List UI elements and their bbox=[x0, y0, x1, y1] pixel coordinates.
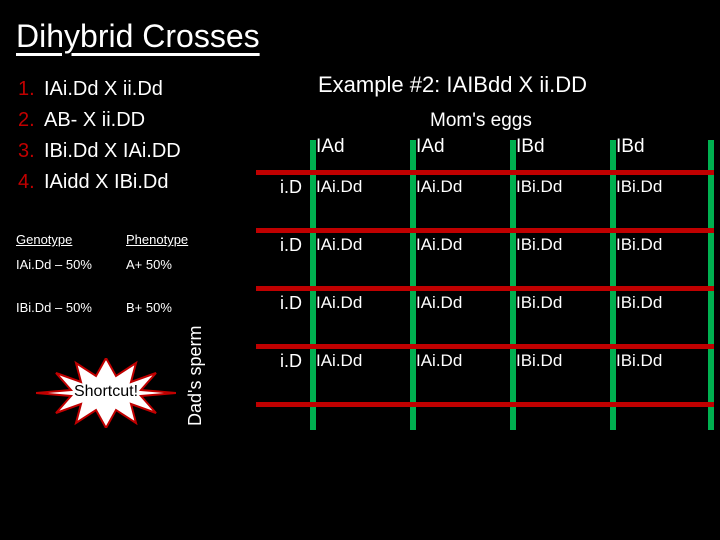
example-label: Example #2: IAIBdd X ii.DD bbox=[318, 72, 587, 98]
grid-vline bbox=[310, 140, 316, 430]
col-head-4: IBd bbox=[610, 136, 710, 158]
list-item-3: IBi.Dd X IAi.DD bbox=[44, 136, 181, 167]
geno-row-2-2: B+ 50% bbox=[126, 300, 206, 315]
cell-2-4: IBi.Dd bbox=[610, 235, 710, 255]
grid-hline bbox=[256, 402, 714, 407]
list-item-1: IAi.Dd X ii.Dd bbox=[44, 74, 163, 105]
cell-3-4: IBi.Dd bbox=[610, 293, 710, 313]
cell-3-2: IAi.Dd bbox=[410, 293, 510, 313]
geno-header-1: Genotype bbox=[16, 232, 126, 247]
list-item-4: IAidd X IBi.Dd bbox=[44, 167, 169, 198]
cell-2-1: IAi.Dd bbox=[310, 235, 410, 255]
grid-hline bbox=[256, 286, 714, 291]
cell-4-2: IAi.Dd bbox=[410, 351, 510, 371]
cell-1-1: IAi.Dd bbox=[310, 177, 410, 197]
cross-list: 1.IAi.Dd X ii.Dd 2.AB- X ii.DD 3. IBi.Dd… bbox=[18, 74, 181, 198]
cell-4-4: IBi.Dd bbox=[610, 351, 710, 371]
grid-hline bbox=[256, 170, 714, 175]
cell-2-2: IAi.Dd bbox=[410, 235, 510, 255]
cell-1-4: IBi.Dd bbox=[610, 177, 710, 197]
cell-2-3: IBi.Dd bbox=[510, 235, 610, 255]
geno-row-1-1: IAi.Dd – 50% bbox=[16, 257, 126, 272]
cell-1-2: IAi.Dd bbox=[410, 177, 510, 197]
shortcut-label: Shortcut! bbox=[36, 383, 176, 401]
geno-row-1-2: A+ 50% bbox=[126, 257, 206, 272]
list-num-2: 2. bbox=[18, 105, 44, 136]
moms-eggs-label: Mom's eggs bbox=[430, 110, 532, 132]
slide-title: Dihybrid Crosses bbox=[16, 18, 260, 55]
col-head-2: IAd bbox=[410, 136, 510, 158]
geno-header-2: Phenotype bbox=[126, 232, 206, 247]
dads-sperm-label: Dad's sperm bbox=[185, 326, 206, 426]
grid-vline bbox=[510, 140, 516, 430]
row-label-4: i.D bbox=[270, 351, 310, 372]
shortcut-burst: Shortcut! bbox=[36, 358, 176, 428]
col-head-3: IBd bbox=[510, 136, 610, 158]
cell-1-3: IBi.Dd bbox=[510, 177, 610, 197]
grid-vline bbox=[410, 140, 416, 430]
list-num-1: 1. bbox=[18, 74, 44, 105]
grid-vline bbox=[708, 140, 714, 430]
grid-hline bbox=[256, 228, 714, 233]
geno-row-2-1: IBi.Dd – 50% bbox=[16, 300, 126, 315]
cell-4-3: IBi.Dd bbox=[510, 351, 610, 371]
row-label-2: i.D bbox=[270, 235, 310, 256]
cell-3-3: IBi.Dd bbox=[510, 293, 610, 313]
cell-3-1: IAi.Dd bbox=[310, 293, 410, 313]
grid-vline bbox=[610, 140, 616, 430]
list-num-3: 3. bbox=[18, 136, 44, 167]
row-label-3: i.D bbox=[270, 293, 310, 314]
row-label-1: i.D bbox=[270, 177, 310, 198]
list-item-2: AB- X ii.DD bbox=[44, 105, 145, 136]
col-head-1: IAd bbox=[310, 136, 410, 158]
cell-4-1: IAi.Dd bbox=[310, 351, 410, 371]
genotype-table: Genotype Phenotype IAi.Dd – 50% A+ 50% I… bbox=[16, 232, 206, 343]
list-num-4: 4. bbox=[18, 167, 44, 198]
grid-hline bbox=[256, 344, 714, 349]
